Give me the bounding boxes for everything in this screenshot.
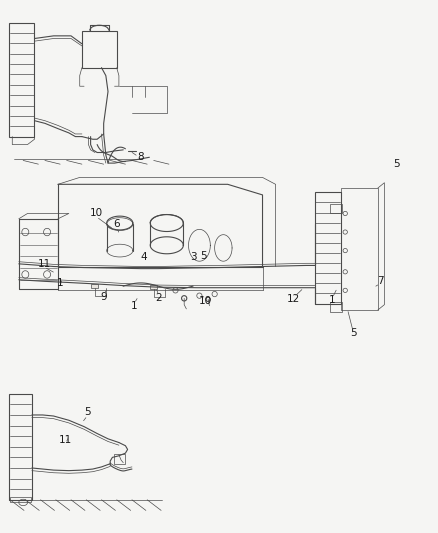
Text: 4: 4 — [140, 253, 147, 262]
Text: 11: 11 — [37, 259, 51, 269]
Bar — [330, 204, 342, 214]
Bar — [10, 497, 31, 503]
Text: 10: 10 — [198, 296, 212, 306]
Text: 12: 12 — [287, 294, 300, 304]
Bar — [341, 188, 378, 310]
Bar — [150, 285, 157, 289]
Bar — [114, 454, 124, 464]
Text: 1: 1 — [131, 301, 138, 311]
Text: 5: 5 — [84, 407, 91, 417]
Text: 1: 1 — [329, 295, 336, 305]
Bar — [330, 302, 342, 312]
Text: 7: 7 — [377, 276, 383, 286]
Text: 1: 1 — [57, 278, 64, 288]
Bar — [315, 192, 341, 304]
Text: 5: 5 — [350, 328, 357, 338]
Bar — [9, 22, 35, 136]
Text: 5: 5 — [201, 251, 207, 261]
Text: 2: 2 — [155, 293, 162, 303]
Bar — [9, 394, 32, 500]
Text: 8: 8 — [138, 152, 144, 161]
Bar — [92, 284, 99, 288]
Text: 6: 6 — [113, 219, 120, 229]
Text: 5: 5 — [393, 159, 400, 169]
Text: 10: 10 — [90, 208, 103, 219]
Text: 9: 9 — [100, 292, 107, 302]
Text: 3: 3 — [191, 252, 197, 262]
Bar — [82, 30, 117, 68]
Text: 11: 11 — [59, 435, 72, 446]
